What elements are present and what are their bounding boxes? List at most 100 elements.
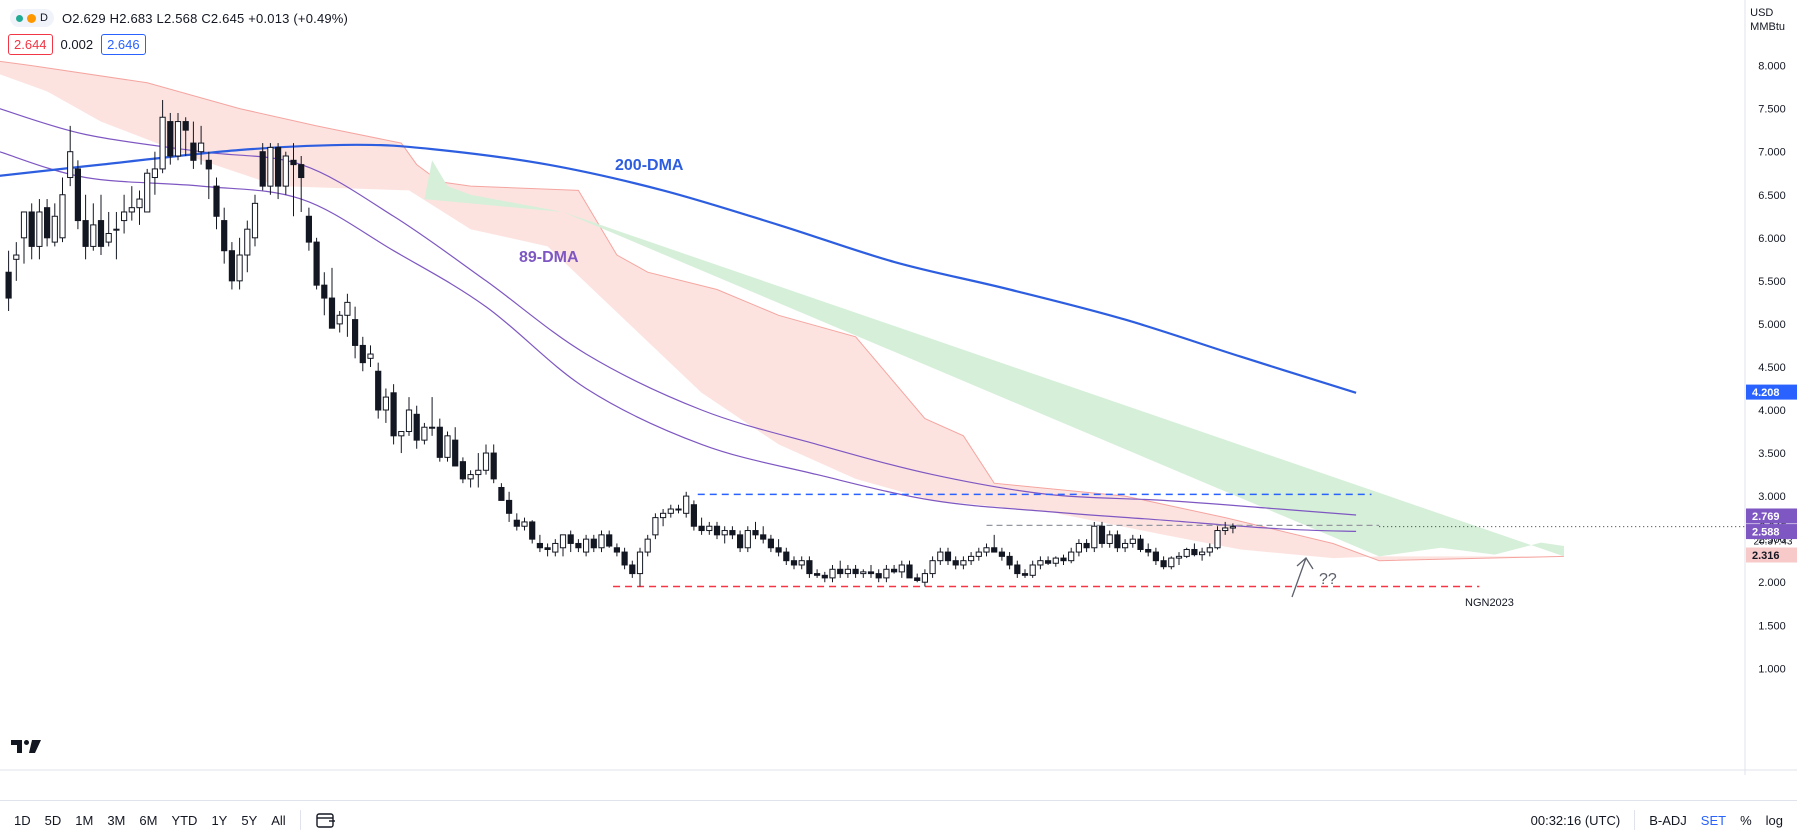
candle-body [74,168,82,222]
range-1y[interactable]: 1Y [211,812,228,828]
percent-toggle[interactable]: % [1740,812,1752,828]
bottom-toolbar: 1D 5D 1M 3M 6M YTD 1Y 5Y All 00:32:16 (UTC) B-AD… [0,800,1797,839]
candle-body [1160,560,1167,568]
y-tick-label: 2.000 [1758,577,1786,589]
candle-body [313,241,320,286]
candle-body [344,301,351,316]
moving-averages [0,108,1357,532]
candle-body [644,538,651,553]
candle-body [991,547,998,553]
candle-body [97,220,105,247]
buy-button[interactable]: 2.646 [101,34,146,55]
candle-body [128,207,135,213]
currency-unit-selector[interactable]: USD MMBtu [1750,6,1785,34]
quote-widget: 2.644 0.002 2.646 [8,34,146,55]
candle-body [790,560,798,566]
range-6m[interactable]: 6M [139,812,158,828]
range-ytd[interactable]: YTD [171,812,198,828]
symbol-pill[interactable]: D [10,9,54,27]
candle-body [144,172,151,213]
candle-body [159,116,166,170]
y-tick-label: 4.500 [1758,362,1786,374]
candle-body [1091,525,1098,549]
cloud-green-area [424,160,563,212]
candle-body [28,211,35,247]
candle-body [706,525,713,532]
range-all[interactable]: All [271,812,286,828]
ichimoku-cloud [0,60,1565,562]
candle-body [190,142,197,161]
candle-body [968,555,975,562]
candle-body [744,530,751,549]
candle-body [5,271,12,299]
candle-body [20,211,28,239]
utc-clock[interactable]: 00:32:16 (UTC) [1530,812,1621,828]
time-axis[interactable]: Nov14Dec19202317Feb14Mar20Apr17May15Jun1… [0,769,1797,775]
candle-body [506,499,513,514]
candle-body [482,452,490,471]
candle-body [1222,527,1229,532]
candle-body [244,228,251,256]
candle-body [1098,525,1106,544]
candle-body [498,486,505,501]
cloud-green-area [563,212,1564,557]
candle-body [821,574,828,579]
range-3m[interactable]: 3M [107,812,126,828]
candle-body [36,211,43,247]
candle-body [259,151,266,187]
price-badge-label: 2.588 [1752,527,1780,539]
price-badge-label: 2.769 [1752,511,1780,523]
candle-body [198,142,205,153]
date-range-icon[interactable] [315,811,337,829]
ma89-label: 89-DMA [519,249,579,266]
candle-body [290,159,297,166]
range-1d[interactable]: 1D [14,812,31,828]
spread-value: 0.002 [60,37,94,52]
candle-body [698,525,705,532]
candle-body [952,560,959,566]
range-1m[interactable]: 1M [75,812,94,828]
candle-body [713,525,721,536]
candle-body [636,551,644,575]
candle-body [321,284,328,299]
candle-body [167,121,174,157]
sell-button[interactable]: 2.644 [8,34,53,55]
price-chart[interactable]: 200-DMA 89-DMA?? NGN2023 8.000 7.500 7.000 6.… [0,0,1797,775]
candle-body [652,517,659,536]
candle-body [606,534,613,547]
candle-body [875,573,882,579]
y-tick-label: 5.000 [1758,319,1786,331]
price-badge [1746,524,1797,540]
tradingview-logo-icon[interactable] [11,738,43,756]
candle-body [305,215,312,243]
candle-body [121,211,128,222]
candle-body [521,521,528,527]
candle-body [629,564,636,575]
session-toggle[interactable]: SET [1700,812,1727,828]
candle-body [1075,542,1083,553]
candle-body [621,551,628,566]
cloud-area [0,61,1564,561]
candle-body [90,224,97,247]
candle-body [667,508,674,514]
price-axis[interactable]: 8.000 7.500 7.000 6.500 6.000 5.500 5.000 4.500… [1744,0,1797,775]
candle-body [814,573,821,576]
candle-body [567,534,574,544]
range-5y[interactable]: 5Y [241,812,258,828]
candle-body [352,319,359,346]
candle-body [405,409,413,433]
candle-body [1122,542,1129,549]
log-toggle[interactable]: log [1765,812,1783,828]
b-adj-toggle[interactable]: B-ADJ [1649,812,1687,828]
candle-body [867,571,875,575]
candle-body [760,534,767,540]
horizontal-lines [613,493,1745,588]
candle-body [598,534,605,549]
range-5d[interactable]: 5D [44,812,62,828]
y-tick-label: 1.500 [1758,620,1786,632]
candle-body [336,314,343,325]
candle-body [690,504,697,527]
ma200-line [0,143,1357,394]
candle-body [105,232,112,243]
candle-body [367,353,374,359]
